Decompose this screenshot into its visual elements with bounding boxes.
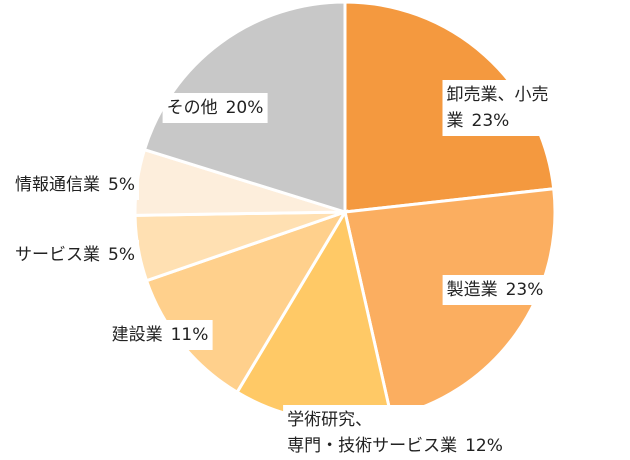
category-name: 情報通信業 xyxy=(15,175,101,195)
value-label: 12% xyxy=(465,436,503,456)
slice-label: 学術研究、 専門・技術サービス業 12% xyxy=(283,405,507,460)
slice-label: その他 20% xyxy=(162,93,268,123)
slice-label: 卸売業、小売業 23% xyxy=(442,80,568,136)
slice-label: 建設業 11% xyxy=(107,320,213,350)
category-name: 製造業 xyxy=(446,280,498,300)
slice-label: 情報通信業 5% xyxy=(11,170,139,200)
value-label: 20% xyxy=(225,98,264,118)
value-label: 5% xyxy=(108,245,135,265)
slice-label: サービス業 5% xyxy=(11,240,139,270)
category-name: サービス業 xyxy=(15,245,101,265)
category-name: その他 xyxy=(166,98,218,118)
value-label: 23% xyxy=(505,280,544,300)
category-name: 学術研究、 専門・技術サービス業 xyxy=(287,410,458,456)
value-label: 11% xyxy=(170,325,209,345)
slice-label: 製造業 23% xyxy=(442,275,548,305)
category-name: 卸売業、小売業 xyxy=(446,85,549,131)
category-name: 建設業 xyxy=(111,325,163,345)
value-label: 5% xyxy=(108,175,135,195)
value-label: 23% xyxy=(471,111,510,131)
